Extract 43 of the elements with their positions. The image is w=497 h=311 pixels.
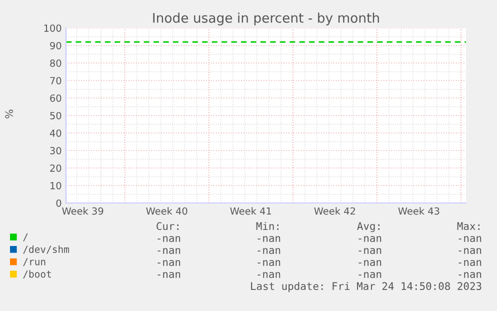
text: -nan bbox=[158, 272, 180, 278]
text: Avg: bbox=[357, 222, 380, 232]
x-tick-label: Week 40 bbox=[146, 207, 188, 215]
text: Last update: Fri Mar 24 14:50:08 2023 bbox=[251, 282, 482, 292]
text: -nan bbox=[158, 260, 180, 266]
y-tick-label: 90 bbox=[50, 42, 62, 50]
text: -nan bbox=[258, 272, 280, 278]
text: -nan bbox=[258, 236, 280, 242]
y-tick-label: 100 bbox=[44, 24, 62, 32]
text: -nan bbox=[358, 260, 382, 266]
text: -nan bbox=[458, 272, 482, 278]
y-tick-label: 40 bbox=[50, 129, 62, 137]
x-tick-label: Week 43 bbox=[398, 207, 440, 215]
y-tick-label: 70 bbox=[50, 76, 62, 84]
text: -nan bbox=[458, 248, 482, 254]
y-tick-label: 60 bbox=[50, 94, 62, 102]
text: -nan bbox=[458, 236, 482, 242]
text: -nan bbox=[358, 236, 382, 242]
text: Cur: bbox=[156, 222, 178, 230]
y-tick-label: 10 bbox=[50, 182, 62, 190]
y-tick-label: 50 bbox=[50, 112, 62, 120]
y-tick-label: 80 bbox=[50, 59, 62, 67]
legend-label: /boot bbox=[23, 270, 51, 278]
text: -nan bbox=[258, 260, 280, 266]
text: -nan bbox=[458, 260, 482, 266]
text: Min: bbox=[256, 222, 278, 230]
legend-label: /dev/shm bbox=[23, 245, 69, 254]
legend-label: /run bbox=[23, 258, 46, 266]
y-axis-title: % bbox=[5, 110, 14, 118]
chart-title: Inode usage in percent - by month bbox=[153, 12, 379, 26]
text: -nan bbox=[158, 248, 180, 254]
text: -nan bbox=[358, 272, 382, 278]
text: -nan bbox=[358, 248, 382, 254]
y-tick-label: 20 bbox=[50, 164, 62, 172]
text: -nan bbox=[258, 248, 280, 254]
y-tick-label: 0 bbox=[56, 199, 62, 207]
x-tick-label: Week 39 bbox=[62, 207, 104, 215]
x-tick-label: Week 42 bbox=[314, 207, 355, 215]
y-tick-label: 30 bbox=[50, 146, 62, 154]
x-tick-label: Week 41 bbox=[230, 207, 272, 215]
legend-label: / bbox=[23, 233, 28, 242]
text: -nan bbox=[158, 236, 180, 242]
text: Max: bbox=[457, 222, 480, 230]
